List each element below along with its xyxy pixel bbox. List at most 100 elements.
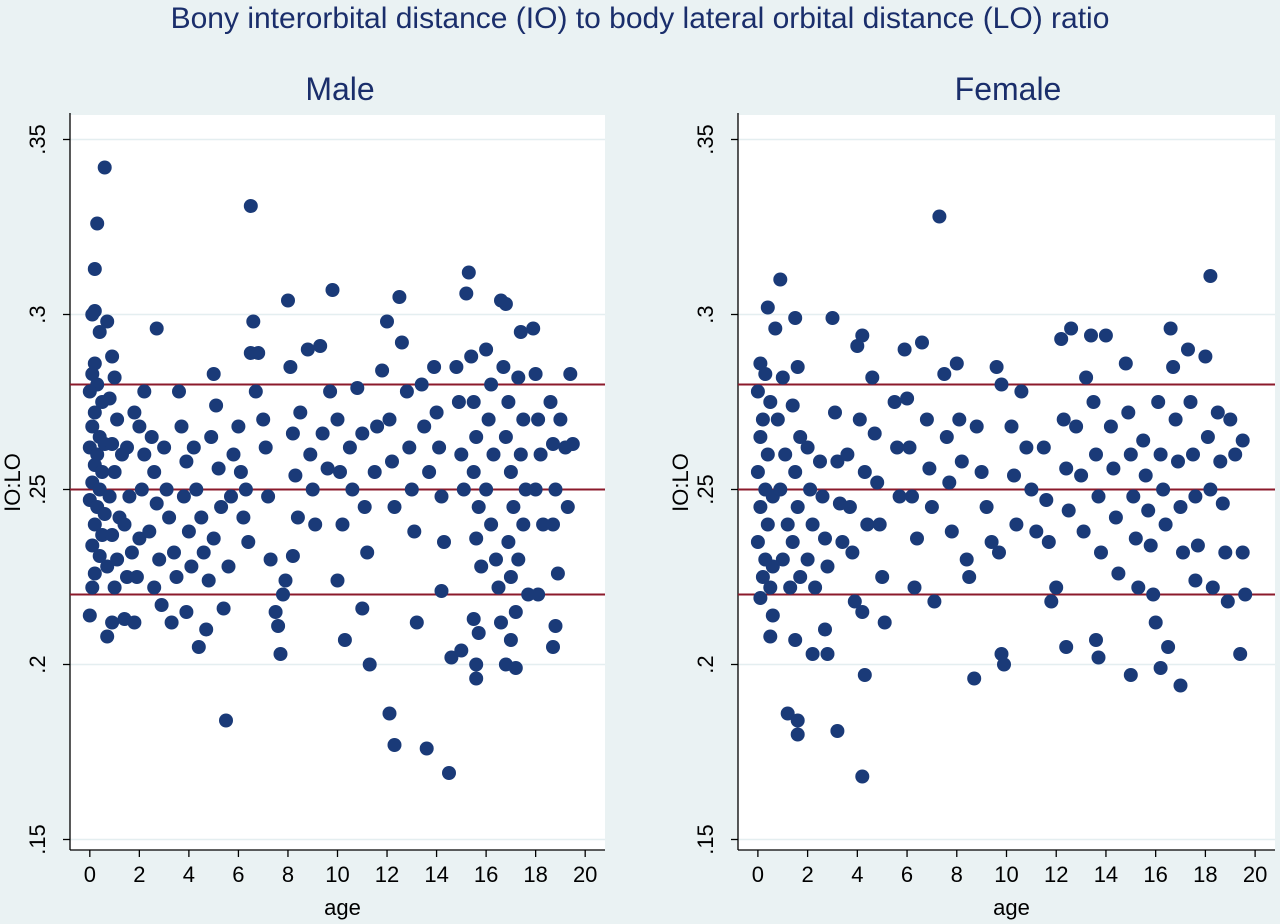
data-point (828, 405, 842, 420)
data-point (1086, 395, 1101, 409)
data-point (900, 391, 915, 406)
data-point (385, 454, 399, 469)
data-point (95, 465, 110, 479)
data-point (451, 395, 466, 409)
data-point (471, 500, 486, 514)
data-point (533, 447, 548, 462)
data-point (303, 447, 318, 462)
data-point (226, 447, 241, 462)
data-point (536, 517, 551, 532)
data-point (563, 367, 578, 381)
data-point (82, 608, 97, 623)
data-point (850, 339, 865, 353)
data-point (191, 640, 206, 654)
data-point (755, 412, 770, 427)
data-point (531, 587, 546, 602)
data-point (818, 531, 832, 546)
data-point (87, 405, 102, 420)
data-point (231, 419, 246, 434)
data-point (1146, 587, 1161, 602)
data-point (137, 384, 152, 399)
plot-area (738, 115, 1275, 850)
data-point (85, 367, 100, 381)
data-point (238, 482, 253, 497)
data-point (132, 419, 147, 434)
data-point (466, 465, 481, 479)
data-point (790, 727, 805, 742)
data-point (179, 605, 194, 619)
data-point (107, 370, 122, 385)
data-point (788, 465, 803, 479)
data-point (199, 622, 214, 637)
x-tick-label: 6 (232, 862, 244, 887)
data-point (97, 160, 112, 175)
data-point (847, 594, 862, 609)
data-point (753, 500, 768, 514)
data-point (209, 398, 224, 413)
data-point (1089, 447, 1103, 462)
data-point (236, 510, 251, 525)
data-point (214, 500, 229, 514)
data-point (100, 314, 115, 329)
data-point (770, 412, 785, 427)
data-point (1166, 360, 1181, 374)
data-point (962, 570, 977, 584)
data-point (992, 545, 1006, 560)
data-point (516, 517, 531, 532)
data-point (211, 461, 226, 476)
data-point (335, 517, 350, 532)
data-point (790, 360, 805, 374)
data-point (1029, 524, 1044, 539)
data-point (959, 552, 974, 567)
data-point (1183, 395, 1198, 409)
male-panel: .15 .2 .25 .3 .35 0 2 4 6 8 10 12 14 16 18 20 Male age IO:… (0, 71, 605, 920)
data-point (375, 363, 390, 378)
data-point (149, 496, 164, 511)
data-point (546, 517, 560, 532)
data-point (820, 647, 835, 661)
panel-title: Male (305, 71, 374, 107)
data-point (513, 325, 528, 339)
data-point (872, 517, 887, 532)
data-point (481, 412, 496, 427)
x-tick-label: 10 (325, 862, 349, 887)
data-point (261, 489, 276, 504)
data-point (105, 437, 120, 451)
data-point (818, 622, 832, 637)
data-point (1128, 531, 1143, 546)
data-point (345, 482, 360, 497)
data-point (496, 360, 511, 374)
data-point (820, 559, 835, 574)
data-point (179, 454, 194, 469)
data-point (783, 580, 798, 595)
x-tick-label: 10 (994, 862, 1018, 887)
data-point (531, 412, 546, 427)
data-point (469, 531, 484, 546)
x-tick-label: 14 (424, 862, 448, 887)
data-point (1138, 468, 1153, 483)
data-point (989, 360, 1004, 374)
data-point (1168, 412, 1183, 427)
data-point (1173, 678, 1188, 693)
data-point (194, 510, 209, 525)
data-point (1161, 640, 1176, 654)
data-point (1238, 587, 1253, 602)
data-point (87, 517, 102, 532)
data-point (313, 339, 328, 353)
x-tick-label: 0 (84, 862, 96, 887)
data-point (258, 440, 273, 455)
data-point (281, 293, 295, 308)
data-point (518, 482, 533, 497)
data-point (780, 706, 795, 721)
data-point (513, 447, 528, 462)
data-point (407, 524, 422, 539)
data-point (1126, 489, 1141, 504)
data-point (367, 465, 382, 479)
data-point (219, 713, 233, 728)
data-point (825, 311, 840, 325)
data-point (85, 538, 100, 553)
data-point (422, 465, 437, 479)
data-point (1198, 349, 1213, 364)
data-point (382, 706, 397, 721)
